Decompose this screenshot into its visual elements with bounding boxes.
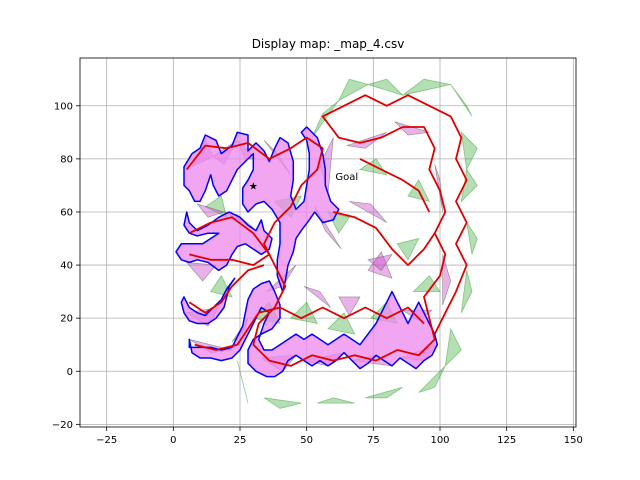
green-triangle: [366, 78, 403, 96]
green-triangle: [337, 78, 370, 102]
red-path: [185, 94, 468, 367]
green-triangle: [358, 158, 388, 176]
maze-region-piece: [180, 277, 236, 325]
red-path: [188, 264, 265, 314]
red-paths: [185, 94, 468, 367]
y-tick-label: 0: [67, 367, 73, 378]
green-triangle: [466, 222, 478, 255]
y-tick-label: 80: [60, 154, 73, 165]
red-path: [359, 158, 431, 213]
green-triangle: [450, 84, 473, 117]
pink-triangle: [346, 132, 387, 149]
y-tick-label: 60: [60, 207, 73, 218]
pink-triangle: [338, 296, 361, 317]
green-triangles: [204, 78, 478, 409]
x-tick-label: 25: [234, 435, 247, 446]
pink-triangle: [367, 253, 393, 271]
maze-region-piece: [175, 211, 273, 272]
pink-triangle: [367, 251, 393, 279]
chart-title: Display map: _map_4.csv: [252, 37, 405, 51]
y-tick-label: 100: [54, 101, 73, 112]
x-tick-label: −25: [96, 435, 117, 446]
plot-frame: [79, 57, 577, 428]
pink-triangle: [185, 262, 217, 282]
y-tick-label: 40: [60, 261, 73, 272]
x-tick-label: 125: [497, 435, 516, 446]
green-triangle: [460, 131, 478, 171]
x-tick-label: 150: [564, 435, 583, 446]
x-tick-label: 100: [430, 435, 449, 446]
goal-label: Goal: [335, 172, 358, 183]
maze-region-piece: [188, 280, 439, 378]
green-triangle: [412, 275, 441, 293]
red-path: [188, 216, 271, 267]
green-triangle: [236, 360, 249, 404]
start-marker: ★: [249, 181, 258, 192]
red-path: [333, 211, 436, 267]
pink-triangle: [303, 286, 331, 308]
x-tick-label: 0: [170, 435, 176, 446]
pink-triangle: [349, 201, 387, 223]
red-path: [194, 306, 425, 351]
green-triangle: [418, 365, 446, 393]
y-tick-label: 20: [60, 314, 73, 325]
green-triangle: [396, 237, 420, 261]
green-triangle: [204, 195, 228, 219]
x-tick-label: 50: [300, 435, 313, 446]
green-triangle: [444, 327, 462, 368]
green-triangle: [460, 270, 473, 313]
x-tick-label: 75: [367, 435, 380, 446]
green-triangle: [263, 397, 302, 409]
y-tick-label: −20: [52, 420, 73, 431]
green-triangle: [365, 386, 403, 399]
pink-triangle: [196, 203, 225, 218]
axis-ticks: −25 0 25 50 75 100 125 150 −20 0 20 40 60 80 100: [52, 101, 583, 446]
green-triangle: [402, 78, 451, 96]
markers: Goal ★: [249, 172, 358, 192]
green-triangle: [317, 397, 355, 404]
maze-region-piece: [183, 126, 340, 293]
pink-triangle: [442, 254, 452, 305]
green-triangle: [327, 312, 356, 335]
